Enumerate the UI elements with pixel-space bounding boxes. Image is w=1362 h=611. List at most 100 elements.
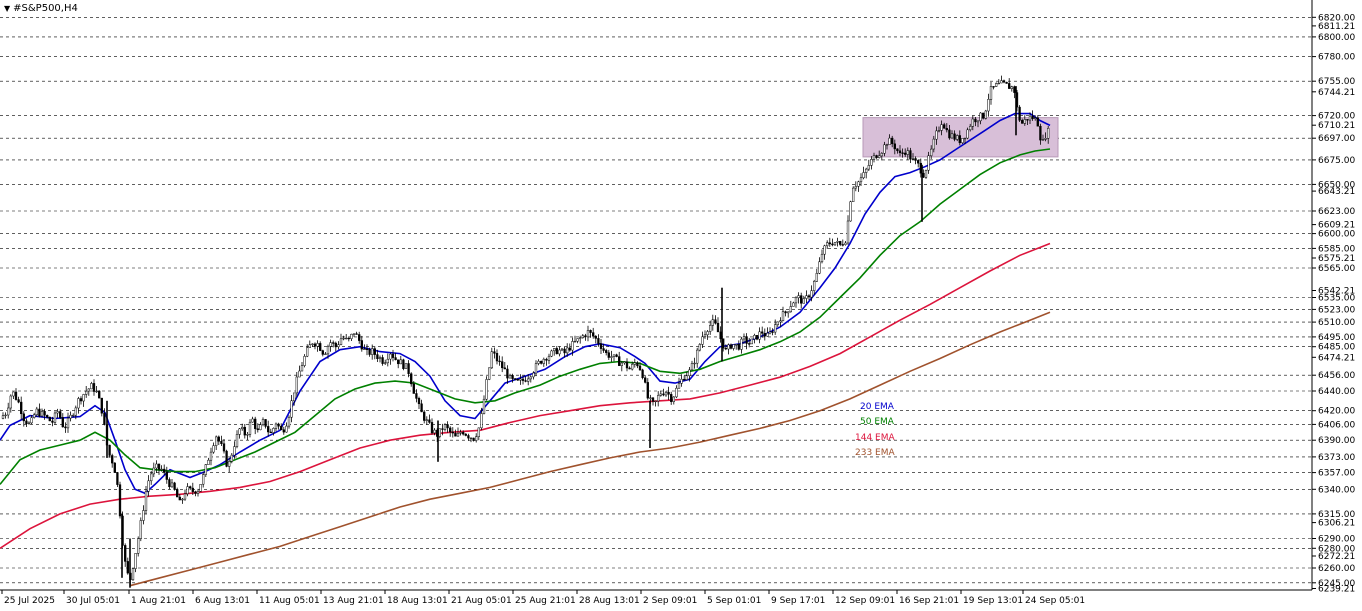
- candle-body-157: [410, 373, 413, 385]
- candle-body-79: [207, 459, 210, 465]
- price-label: 6780.00: [1318, 53, 1355, 63]
- candle-body-68: [178, 496, 181, 501]
- candle-body-347: [904, 152, 907, 155]
- candle-body-93: [243, 426, 246, 436]
- price-label: 6272.21: [1318, 552, 1355, 562]
- candle-body-140: [365, 348, 369, 350]
- candle-body-166: [433, 429, 436, 434]
- candle-body-173: [451, 431, 454, 434]
- candle-body-22: [59, 411, 62, 418]
- candle-body-82: [215, 436, 218, 446]
- price-label: 6474.21: [1318, 353, 1355, 363]
- candle-body-109: [285, 425, 288, 433]
- candle-body-192: [501, 361, 504, 369]
- candle-body-292: [761, 331, 764, 334]
- candle-body-177: [462, 432, 465, 435]
- candle-body-136: [355, 333, 358, 335]
- symbol-text: #S&P500,H4: [13, 3, 78, 14]
- candle-body-316: [823, 245, 826, 255]
- candle-body-30: [79, 398, 83, 402]
- candle-body-378: [984, 110, 987, 119]
- candle-body-211: [550, 350, 553, 357]
- candle-body-188: [490, 351, 493, 369]
- candle-body-329: [857, 181, 860, 187]
- candle-body-399: [1039, 125, 1042, 141]
- price-label: 6755.00: [1318, 77, 1355, 87]
- dropdown-triangle-icon[interactable]: ▼: [4, 4, 11, 13]
- candle-body-163: [425, 419, 428, 421]
- candle-body-284: [740, 338, 743, 350]
- candle-body-145: [378, 357, 382, 359]
- candle-body-259: [675, 387, 678, 398]
- price-label: 6800.00: [1318, 33, 1355, 43]
- candle-body-283: [737, 344, 740, 350]
- legend-50-ema: 50 EMA: [860, 417, 895, 427]
- candle-body-104: [272, 428, 275, 433]
- candle-body-377: [982, 112, 985, 119]
- candle-body-238: [620, 362, 623, 366]
- candle-body-318: [828, 242, 831, 245]
- candle-body-144: [376, 354, 379, 359]
- candle-body-213: [555, 348, 558, 355]
- candle-body-92: [241, 426, 244, 430]
- candle-body-31: [82, 394, 85, 402]
- candle-body-8: [22, 413, 25, 422]
- candle-body-197: [514, 378, 517, 380]
- candle-body-337: [878, 155, 881, 158]
- candle-body-308: [802, 298, 805, 304]
- candle-body-384: [1000, 80, 1003, 84]
- candle-body-324: [844, 242, 847, 245]
- time-label: 13 Aug 21:01: [323, 596, 384, 606]
- candle-body-279: [727, 344, 730, 350]
- candle-body-41: [108, 444, 111, 456]
- candle-body-127: [332, 342, 335, 344]
- candle-body-202: [527, 378, 530, 382]
- price-label: 6600.00: [1318, 230, 1355, 240]
- candle-body-182: [475, 436, 478, 441]
- time-label: 16 Sep 21:01: [899, 596, 959, 606]
- candle-body-271: [706, 331, 709, 336]
- candle-body-26: [69, 414, 72, 419]
- candle-body-402: [1047, 128, 1050, 139]
- candle-body-364: [948, 129, 951, 139]
- candle-body-374: [974, 118, 977, 123]
- price-label: 6575.21: [1318, 254, 1355, 264]
- candle-body-17: [46, 415, 49, 418]
- price-label: 6697.00: [1318, 134, 1355, 144]
- candle-body-189: [493, 351, 496, 354]
- price-label: 6523.00: [1318, 305, 1355, 315]
- candle-body-124: [324, 353, 327, 355]
- candle-body-75: [196, 491, 200, 494]
- candle-body-174: [454, 432, 457, 437]
- candle-body-38: [100, 397, 103, 414]
- candle-body-153: [399, 359, 402, 365]
- candle-body-81: [212, 445, 215, 453]
- candle-body-264: [688, 369, 691, 377]
- candle-body-123: [321, 350, 324, 355]
- candle-body-195: [508, 375, 512, 379]
- candle-body-137: [358, 334, 361, 341]
- candle-body-142: [371, 348, 374, 355]
- ema-line-144-ema: [0, 242, 1051, 549]
- candle-body-23: [61, 417, 64, 428]
- candle-body-385: [1002, 80, 1006, 83]
- candle-body-310: [807, 295, 811, 298]
- candle-body-341: [888, 137, 891, 145]
- price-label: 6535.00: [1318, 294, 1355, 304]
- candle-body-77: [202, 474, 205, 485]
- candle-body-84: [220, 441, 223, 444]
- candle-body-234: [610, 356, 613, 358]
- candle-body-338: [880, 153, 883, 157]
- candle-body-1: [4, 414, 7, 417]
- candle-body-224: [584, 335, 587, 338]
- candle-body-235: [612, 354, 616, 357]
- candle-body-359: [935, 130, 938, 140]
- candle-body-105: [274, 423, 278, 429]
- candle-body-379: [987, 99, 990, 112]
- price-label: 6373.00: [1318, 453, 1355, 463]
- candle-body-3: [9, 395, 12, 409]
- price-label: 6811.21: [1318, 22, 1355, 32]
- candle-body-396: [1031, 115, 1034, 119]
- candle-body-200: [521, 378, 525, 381]
